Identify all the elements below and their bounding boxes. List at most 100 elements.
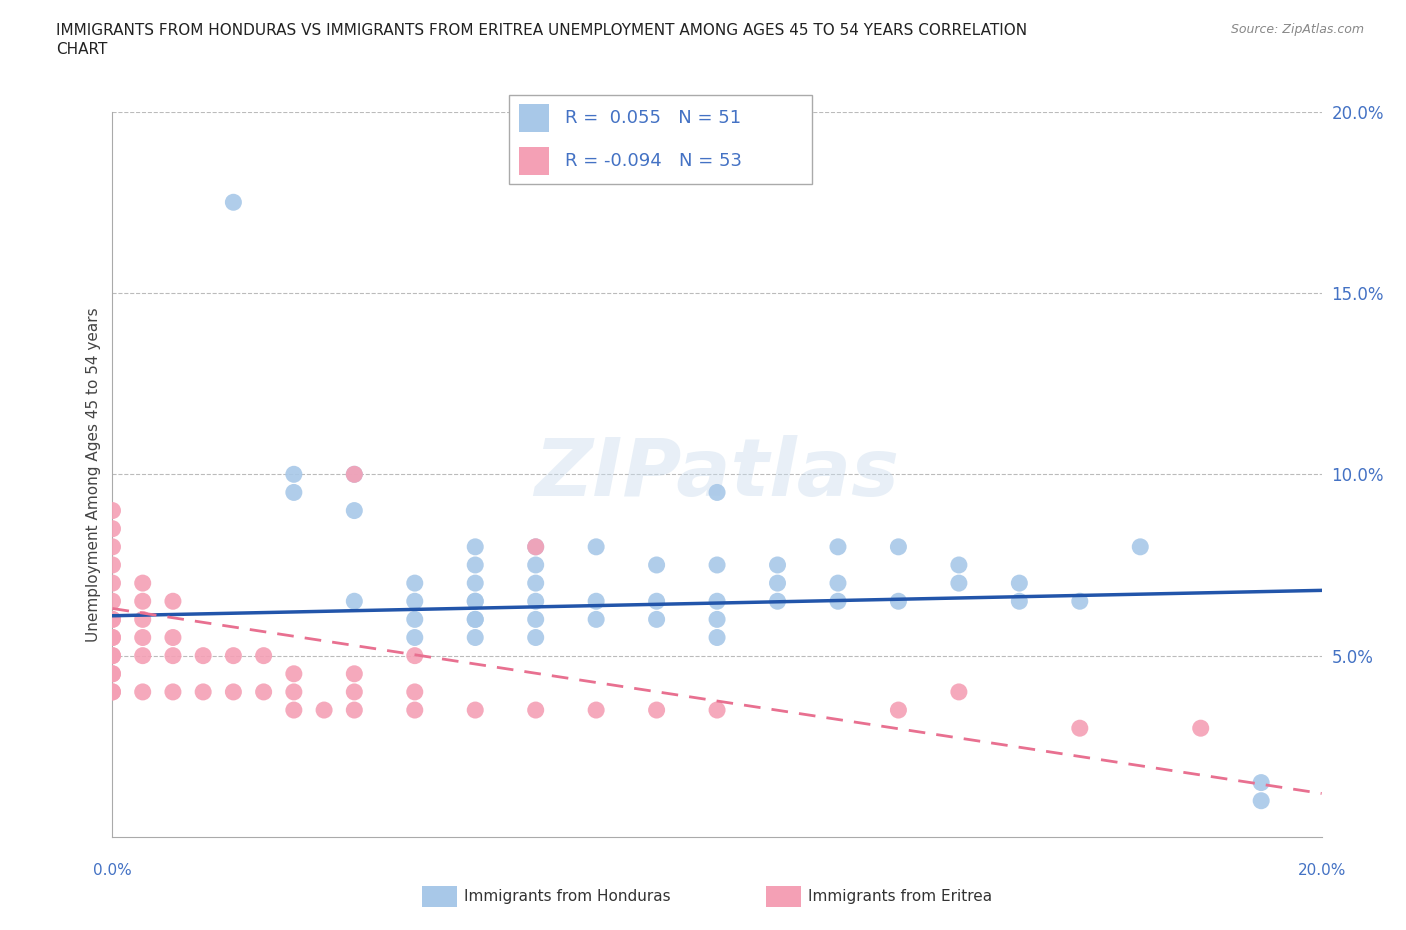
- Point: [585, 594, 607, 609]
- Point: [524, 539, 547, 554]
- Point: [827, 539, 849, 554]
- Point: [101, 631, 124, 645]
- Point: [464, 558, 486, 573]
- Point: [253, 648, 276, 663]
- Point: [101, 648, 124, 663]
- Point: [404, 648, 426, 663]
- Point: [585, 612, 607, 627]
- Point: [1250, 793, 1272, 808]
- Point: [706, 558, 728, 573]
- Point: [887, 594, 910, 609]
- Point: [162, 684, 184, 699]
- Point: [524, 558, 547, 573]
- FancyBboxPatch shape: [509, 95, 813, 184]
- Point: [404, 703, 426, 718]
- Text: ZIPatlas: ZIPatlas: [534, 435, 900, 513]
- Text: Immigrants from Honduras: Immigrants from Honduras: [464, 889, 671, 904]
- Text: Source: ZipAtlas.com: Source: ZipAtlas.com: [1230, 23, 1364, 36]
- Point: [343, 503, 366, 518]
- Point: [343, 467, 366, 482]
- Point: [101, 503, 124, 518]
- Point: [343, 703, 366, 718]
- Text: CHART: CHART: [56, 42, 108, 57]
- Point: [585, 703, 607, 718]
- Point: [464, 594, 486, 609]
- Point: [132, 631, 155, 645]
- Point: [343, 467, 366, 482]
- Point: [314, 703, 336, 718]
- Point: [132, 684, 155, 699]
- Point: [222, 684, 245, 699]
- Point: [524, 576, 547, 591]
- Point: [1129, 539, 1152, 554]
- Point: [404, 684, 426, 699]
- Point: [464, 703, 486, 718]
- Point: [132, 576, 155, 591]
- Point: [524, 703, 547, 718]
- Point: [1250, 776, 1272, 790]
- Point: [645, 594, 668, 609]
- Point: [101, 521, 124, 536]
- Point: [1069, 721, 1091, 736]
- Point: [948, 576, 970, 591]
- Text: 20.0%: 20.0%: [1298, 863, 1346, 878]
- Point: [524, 594, 547, 609]
- Point: [766, 594, 789, 609]
- Point: [1008, 576, 1031, 591]
- Point: [101, 684, 124, 699]
- Point: [101, 558, 124, 573]
- Point: [887, 539, 910, 554]
- Point: [101, 666, 124, 681]
- Point: [706, 703, 728, 718]
- Point: [404, 576, 426, 591]
- Point: [222, 648, 245, 663]
- Point: [827, 594, 849, 609]
- Point: [948, 558, 970, 573]
- Point: [283, 666, 305, 681]
- Point: [283, 703, 305, 718]
- Point: [343, 684, 366, 699]
- Point: [1008, 594, 1031, 609]
- Point: [191, 684, 214, 699]
- FancyBboxPatch shape: [519, 147, 550, 175]
- Point: [162, 594, 184, 609]
- Point: [101, 684, 124, 699]
- Text: 0.0%: 0.0%: [93, 863, 132, 878]
- Point: [706, 631, 728, 645]
- Point: [162, 631, 184, 645]
- Point: [645, 558, 668, 573]
- Point: [101, 539, 124, 554]
- Point: [101, 612, 124, 627]
- Point: [283, 684, 305, 699]
- Point: [524, 631, 547, 645]
- Point: [827, 576, 849, 591]
- Point: [101, 631, 124, 645]
- Text: IMMIGRANTS FROM HONDURAS VS IMMIGRANTS FROM ERITREA UNEMPLOYMENT AMONG AGES 45 T: IMMIGRANTS FROM HONDURAS VS IMMIGRANTS F…: [56, 23, 1028, 38]
- Text: R = -0.094   N = 53: R = -0.094 N = 53: [565, 152, 742, 170]
- Y-axis label: Unemployment Among Ages 45 to 54 years: Unemployment Among Ages 45 to 54 years: [86, 307, 101, 642]
- Point: [948, 684, 970, 699]
- Point: [766, 576, 789, 591]
- Point: [524, 539, 547, 554]
- Point: [404, 612, 426, 627]
- Point: [222, 195, 245, 210]
- Point: [766, 558, 789, 573]
- Point: [706, 594, 728, 609]
- Point: [132, 648, 155, 663]
- Point: [101, 612, 124, 627]
- Point: [132, 594, 155, 609]
- Point: [524, 612, 547, 627]
- Point: [706, 612, 728, 627]
- Point: [464, 612, 486, 627]
- Point: [1069, 594, 1091, 609]
- Point: [404, 594, 426, 609]
- Point: [132, 612, 155, 627]
- Point: [191, 648, 214, 663]
- Point: [162, 648, 184, 663]
- FancyBboxPatch shape: [519, 104, 550, 132]
- Point: [343, 666, 366, 681]
- Point: [1189, 721, 1212, 736]
- Point: [101, 666, 124, 681]
- Point: [464, 539, 486, 554]
- Point: [101, 576, 124, 591]
